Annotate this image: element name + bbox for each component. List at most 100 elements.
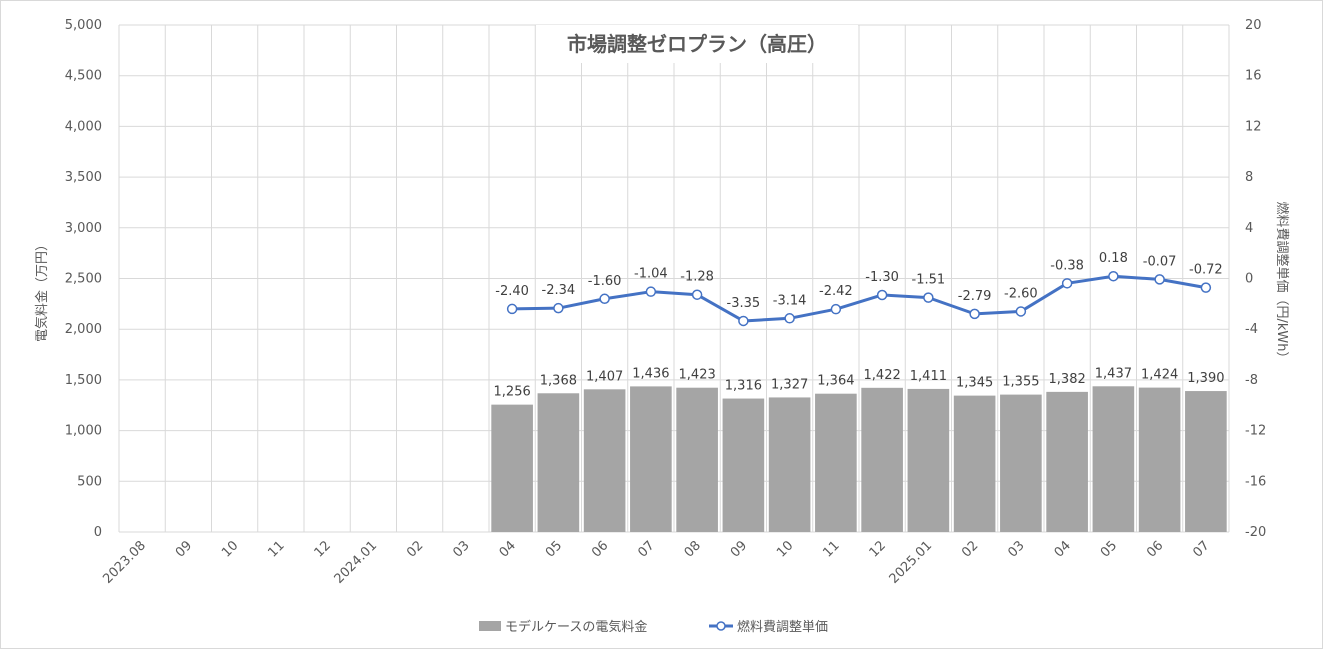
line-data-label: -3.35 [727, 296, 761, 311]
title-background [536, 25, 858, 63]
bar-data-label: 1,390 [1187, 371, 1224, 386]
line-point [1154, 274, 1165, 285]
line-data-label: -0.72 [1189, 263, 1223, 278]
line-point [691, 289, 703, 300]
line-series [506, 270, 1212, 327]
line-point [876, 289, 888, 301]
y-tick-label: 1,500 [65, 373, 102, 388]
bar-data-label: 1,411 [910, 369, 947, 384]
y-tick-label: 500 [77, 474, 102, 489]
series-line [512, 274, 1207, 323]
bar [1092, 386, 1135, 532]
line-point [969, 308, 980, 320]
line-data-label: -1.51 [912, 273, 946, 288]
line-point [923, 292, 934, 303]
line-point [1108, 270, 1119, 282]
bar-series [491, 386, 1227, 532]
line-data-label: -2.34 [542, 283, 576, 298]
line-point [830, 303, 842, 315]
y2-tick-label: 16 [1245, 69, 1262, 84]
line-data-label: -2.42 [819, 284, 853, 299]
y2-tick-label: -4 [1245, 322, 1258, 337]
line-data-label: -1.30 [865, 270, 899, 285]
bar-data-label: 1,355 [1002, 375, 1039, 390]
y2-tick-label: -8 [1245, 373, 1258, 388]
data-labels: 1,256 1,368 1,407 1,436 1,423 1,316 1,327 1,364… [494, 251, 1225, 399]
line-data-label: -0.38 [1050, 258, 1084, 273]
y2-tick-label: 20 [1245, 18, 1262, 33]
y-tick-label: 1,000 [65, 424, 102, 439]
line-data-label: -1.04 [634, 267, 668, 282]
y2-tick-label: -20 [1245, 525, 1266, 540]
legend-swatch-marker [716, 621, 726, 631]
bar [1138, 387, 1181, 532]
bar-data-label: 1,424 [1141, 368, 1178, 383]
y-tick-label: 2,500 [65, 272, 102, 287]
line-point [599, 293, 610, 305]
y2-tick-label: -16 [1245, 474, 1266, 489]
bar [768, 397, 811, 532]
gridlines [118, 24, 1230, 533]
line-data-label: -2.60 [1004, 286, 1038, 301]
y2-axis-title: 燃料費調整単価（円/kWh） [1274, 201, 1290, 364]
line-data-label: -3.14 [773, 293, 807, 308]
y-axis-title: 電気料金（万円） [34, 238, 50, 342]
line-point [1015, 306, 1027, 317]
y2-tick-label: 4 [1245, 221, 1253, 236]
line-data-label: -2.40 [495, 284, 529, 299]
y-tick-label: 2,000 [65, 322, 102, 337]
line-data-label: 0.18 [1099, 251, 1128, 266]
line-data-label: -1.28 [680, 270, 714, 285]
line-point [1061, 278, 1073, 289]
line-point [784, 313, 795, 324]
bar [1185, 391, 1227, 532]
legend-swatch-bar [479, 621, 501, 631]
bar [537, 393, 580, 532]
bar-data-label: 1,256 [494, 385, 531, 400]
line-point [645, 286, 657, 297]
bar-data-label: 1,382 [1049, 372, 1086, 387]
line-point [1200, 282, 1212, 293]
bar-data-label: 1,423 [679, 368, 716, 383]
y2-tick-label: 12 [1245, 119, 1262, 134]
bar [815, 393, 857, 532]
y-tick-label: 3,500 [65, 170, 102, 185]
y-tick-label: 4,500 [65, 69, 102, 84]
line-point [553, 302, 564, 314]
bar-data-label: 1,422 [864, 368, 901, 383]
y-tick-label: 4,000 [65, 119, 102, 134]
bar [953, 395, 996, 532]
bar-data-label: 1,436 [632, 366, 669, 381]
line-point [738, 315, 749, 327]
y2-tick-label: 8 [1245, 170, 1253, 185]
legend-label-bar: モデルケースの電気料金 [505, 619, 647, 635]
bar [907, 388, 950, 532]
chart-title: 市場調整ゼロプラン（高圧） [567, 32, 827, 56]
legend-label-line: 燃料費調整単価 [737, 619, 828, 635]
y-tick-label: 0 [94, 525, 102, 540]
y2-tick-label: -12 [1245, 424, 1266, 439]
bar [630, 386, 672, 532]
bar [1000, 394, 1042, 532]
bar-data-label: 1,364 [817, 374, 854, 389]
bar-data-label: 1,327 [771, 377, 808, 392]
line-data-label: -0.07 [1143, 254, 1177, 269]
y-tick-label: 5,000 [65, 18, 102, 33]
line-point [506, 303, 518, 315]
y-tick-label: 3,000 [65, 221, 102, 236]
bar [1046, 391, 1088, 532]
bar-data-label: 1,345 [956, 376, 993, 391]
bar-data-label: 1,437 [1095, 366, 1132, 381]
bar [722, 398, 765, 532]
y2-tick-label: 0 [1245, 272, 1253, 287]
line-data-label: -2.79 [958, 289, 992, 304]
bar [491, 404, 533, 532]
bar-data-label: 1,368 [540, 373, 577, 388]
bar [583, 389, 626, 532]
bar [676, 387, 718, 532]
line-data-label: -1.60 [588, 274, 622, 289]
bar-data-label: 1,316 [725, 379, 762, 394]
